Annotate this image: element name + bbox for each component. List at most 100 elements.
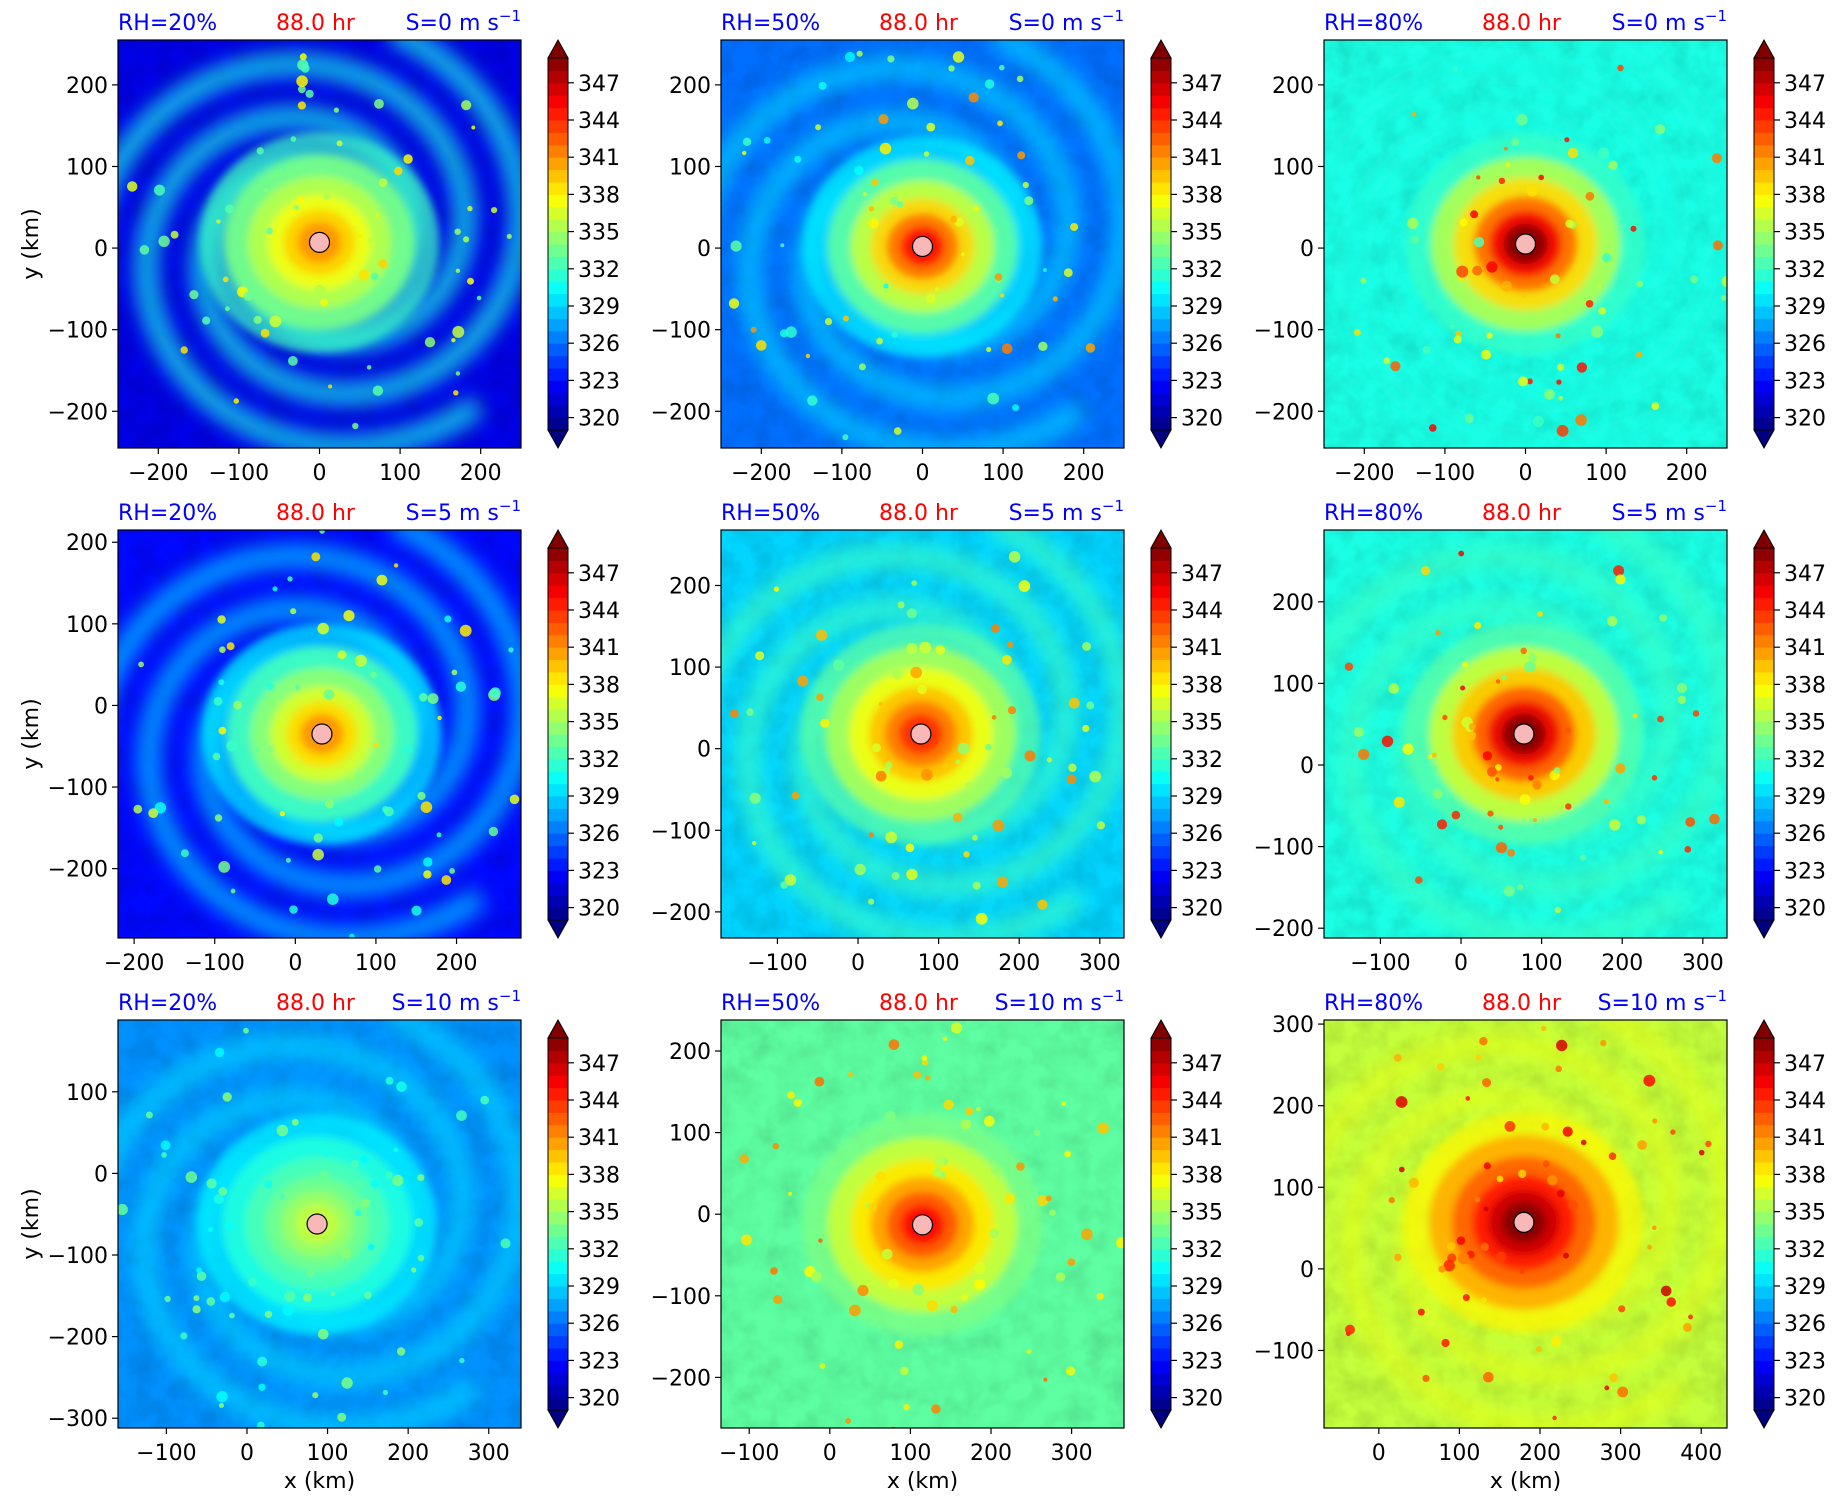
convective-cell xyxy=(272,586,278,592)
convective-cell xyxy=(1526,378,1533,385)
colorbar-level xyxy=(1754,70,1774,84)
convective-cell xyxy=(1550,1336,1562,1347)
colorbar-level xyxy=(1754,696,1774,710)
convective-cell xyxy=(1431,752,1437,758)
convective-cell xyxy=(376,574,388,586)
convective-cell xyxy=(950,215,958,223)
convective-cell xyxy=(878,701,883,707)
colorbar-level xyxy=(548,1211,568,1225)
plot-frame xyxy=(720,529,1125,939)
convective-cell xyxy=(1473,236,1485,248)
colorbar-level xyxy=(1754,380,1774,394)
convective-cell xyxy=(284,1290,296,1302)
convective-cell xyxy=(1415,876,1423,884)
convective-cell xyxy=(1462,1294,1470,1302)
colorbar-level xyxy=(1754,1050,1774,1064)
convective-cell xyxy=(351,217,360,226)
convective-cell xyxy=(374,213,379,218)
convective-cell xyxy=(1045,1195,1052,1202)
convective-cell xyxy=(1482,751,1493,761)
convective-cell xyxy=(1660,1285,1672,1297)
colorbar-level xyxy=(1151,1273,1171,1287)
y-tick-label: −300 xyxy=(48,1407,108,1432)
convective-cell xyxy=(253,315,262,324)
convective-cell xyxy=(891,667,904,680)
convective-cell xyxy=(862,192,867,197)
convective-cell xyxy=(1004,1193,1015,1204)
colorbar-level xyxy=(548,1286,568,1299)
convective-cell xyxy=(1402,743,1414,755)
x-tick-label: 200 xyxy=(387,1441,429,1466)
shear-value: S=0 m s xyxy=(1009,11,1102,36)
colorbar-level xyxy=(1151,1050,1171,1064)
colorbar-level xyxy=(1754,182,1774,195)
colorbar-tick-label: 338 xyxy=(1181,1163,1223,1188)
colorbar-level xyxy=(1754,709,1774,723)
convective-cell xyxy=(974,205,980,212)
convective-cell xyxy=(218,861,231,873)
convective-cells xyxy=(127,53,512,430)
convective-cell xyxy=(455,371,461,376)
convective-cell xyxy=(1556,1039,1568,1052)
colorbar-level xyxy=(548,169,568,183)
convective-cell xyxy=(290,608,297,615)
convective-cell xyxy=(222,276,229,283)
convective-cell xyxy=(987,392,1000,405)
colorbar-level xyxy=(1754,845,1774,859)
convective-cell xyxy=(393,563,399,568)
colorbar-level xyxy=(548,622,568,636)
colorbar-tick-label: 329 xyxy=(1181,1275,1223,1300)
convective-cell xyxy=(352,422,359,430)
convective-cell xyxy=(219,1403,224,1408)
y-tick-label: 100 xyxy=(669,1122,711,1147)
convective-cell xyxy=(202,316,211,325)
y-tick-label: 0 xyxy=(94,694,108,719)
convective-cell xyxy=(1617,1386,1629,1398)
x-tick-label: −100 xyxy=(209,461,269,486)
convective-cell xyxy=(955,759,961,765)
colorbar-level xyxy=(1754,895,1774,909)
x-tick-label: 0 xyxy=(288,951,302,976)
convective-cell xyxy=(910,666,922,679)
colorbar-level xyxy=(1151,256,1171,270)
convective-cell xyxy=(180,1332,188,1340)
colorbar-level xyxy=(1754,1323,1774,1337)
colorbar-level xyxy=(548,1162,568,1175)
convective-cell xyxy=(991,624,1000,633)
convective-cell xyxy=(1533,818,1537,823)
convective-cell xyxy=(364,1291,372,1299)
y-tick-label: 200 xyxy=(66,531,108,556)
colorbar-level xyxy=(1151,734,1171,747)
convective-cell xyxy=(193,1295,200,1302)
convective-cell xyxy=(933,1155,946,1167)
colorbar-tick-label: 329 xyxy=(1784,785,1826,810)
colorbar-level xyxy=(548,684,568,698)
colorbar-tick-label: 323 xyxy=(1181,1349,1223,1374)
convective-cells xyxy=(133,530,520,938)
colorbar-extend-min xyxy=(1753,429,1775,450)
convective-cell xyxy=(1547,1175,1558,1186)
convective-cell xyxy=(1432,788,1443,799)
colorbar-level xyxy=(548,1174,568,1188)
colorbar-level xyxy=(1754,219,1774,233)
colorbar-level xyxy=(1151,231,1171,245)
colorbar-level xyxy=(1754,746,1774,760)
convective-cell xyxy=(282,1304,294,1316)
convective-cell xyxy=(1344,662,1354,671)
colorbar-level xyxy=(548,1248,568,1262)
convective-cell xyxy=(312,848,325,861)
convective-cell xyxy=(296,75,308,87)
colorbar-level xyxy=(548,58,568,71)
convective-cell xyxy=(1354,329,1361,336)
convective-cell xyxy=(994,273,1003,281)
x-tick-label: −100 xyxy=(185,951,245,976)
convective-cell xyxy=(1608,1152,1617,1160)
convective-cell xyxy=(1381,735,1394,747)
convective-cell xyxy=(1565,219,1574,228)
convective-cell xyxy=(1562,1126,1573,1137)
colorbar-level xyxy=(1151,1323,1171,1337)
convective-cell xyxy=(730,240,742,252)
colorbar-level xyxy=(1754,1273,1774,1287)
convective-cell xyxy=(424,337,436,348)
colorbar-level xyxy=(548,1385,568,1399)
